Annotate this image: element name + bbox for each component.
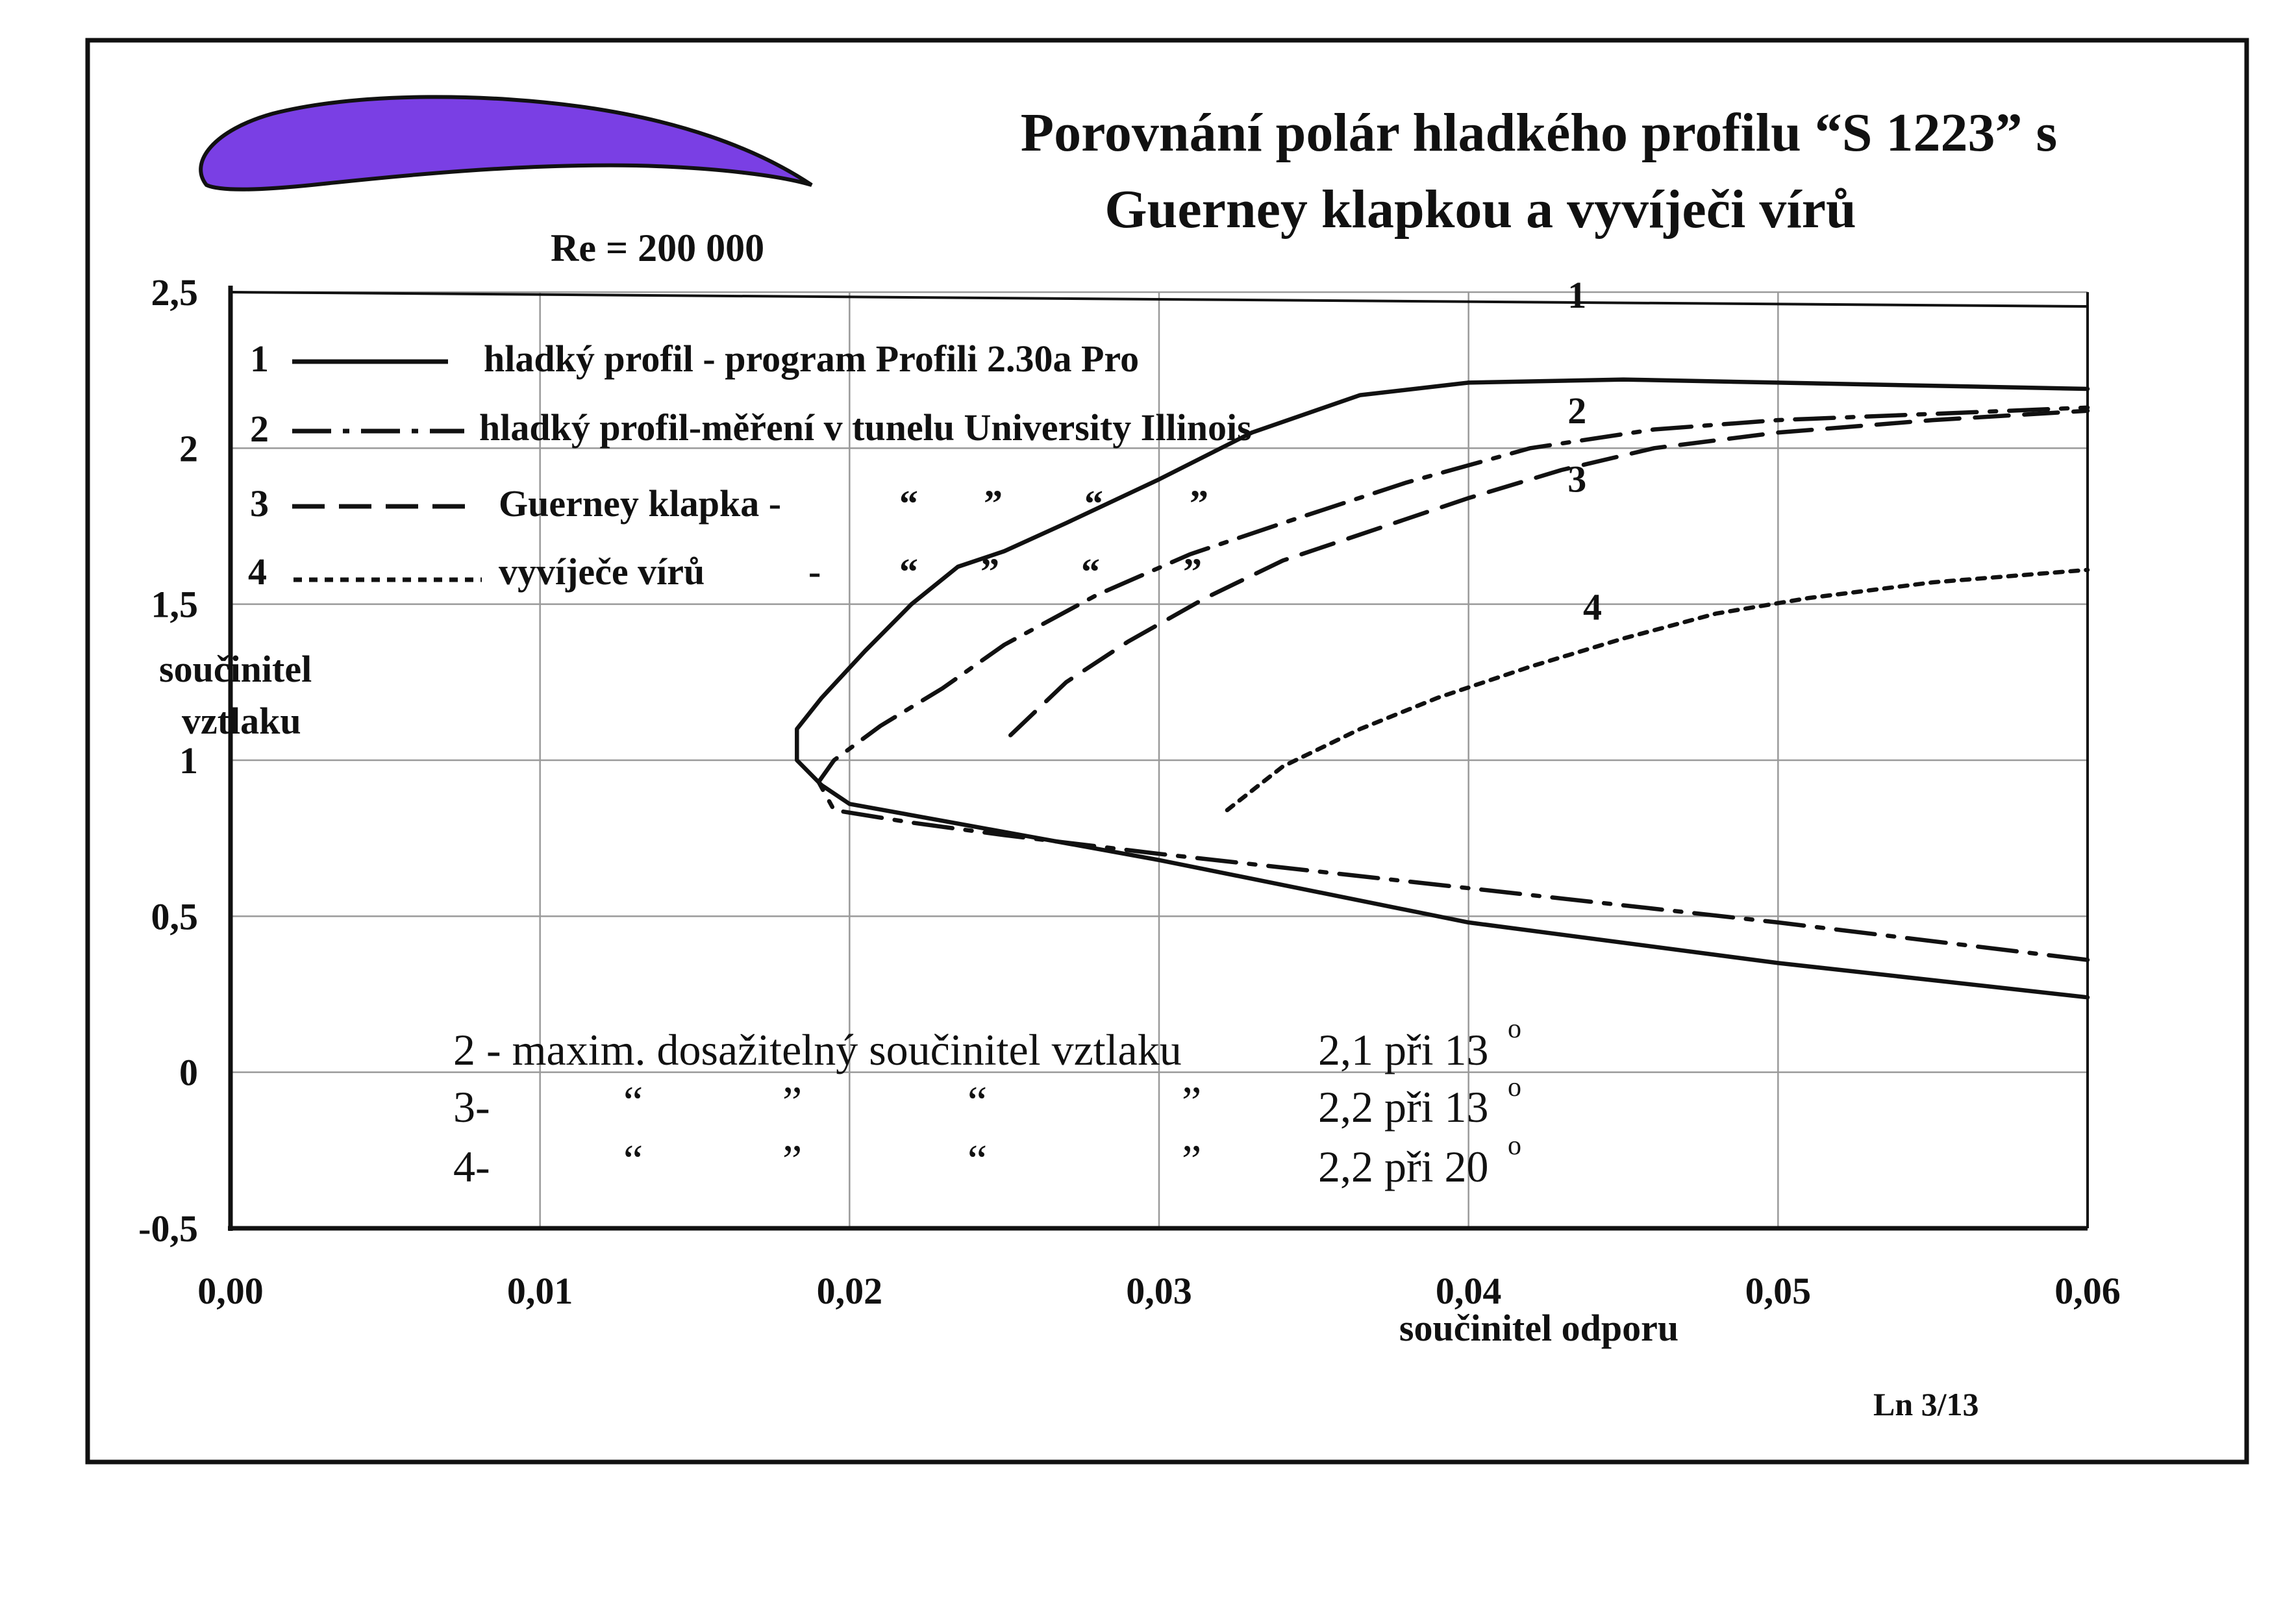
note-row-2: 2 - maxim. dosažitelný součinitel vztlak… <box>453 1014 1521 1074</box>
legend: 1 hladký profil - program Profili 2.30a … <box>248 338 1252 593</box>
legend-number: 4 <box>248 551 267 593</box>
chart-title-line-2: Guerney klapkou a vyvíječi vírů <box>1104 179 1856 240</box>
reynolds-number: Re = 200 000 <box>551 227 764 269</box>
series-2-number-label: 2 <box>1567 390 1586 432</box>
note-degree: o <box>1508 1072 1521 1102</box>
legend-number: 2 <box>250 408 269 450</box>
x-tick-label: 0,02 <box>817 1270 883 1312</box>
note-row-4: 4- “ ” “ ” 2,2 při 20 o <box>453 1131 1521 1191</box>
legend-entry-1: 1 hladký profil - program Profili 2.30a … <box>250 338 1139 380</box>
series-4-number-label: 4 <box>1583 586 1602 628</box>
legend-ditto: “ <box>1081 551 1100 593</box>
page-frame <box>85 38 2249 1465</box>
legend-entry-4: 4 vyvíječe vírů - “ ” “ ” <box>248 551 1202 593</box>
note-value: 2,2 při 13 <box>1318 1082 1489 1132</box>
note-ditto: “ <box>623 1135 643 1185</box>
x-tick-label: 0,05 <box>1745 1270 1812 1312</box>
y-tick-label: -0,5 <box>138 1208 198 1250</box>
legend-ditto: “ <box>899 482 918 525</box>
axes <box>228 286 2089 1231</box>
legend-entry-2: 2 hladký profil-měření v tunelu Universi… <box>250 406 1252 450</box>
series-4-line <box>1225 567 2090 813</box>
note-value: 2,2 při 20 <box>1318 1142 1489 1191</box>
x-tick-label: 0,04 <box>1436 1270 1502 1312</box>
legend-ditto: ” <box>1183 551 1202 593</box>
y-tick-label: 0,5 <box>151 895 199 937</box>
note-degree: o <box>1508 1014 1521 1044</box>
annotation-notes: 2 - maxim. dosažitelný součinitel vztlak… <box>453 1014 1521 1191</box>
series-3-line <box>1008 408 2090 737</box>
series-number-labels: 1 2 3 4 <box>1567 274 1602 628</box>
note-prefix: 4- <box>453 1142 490 1191</box>
note-prefix: 3- <box>453 1082 490 1132</box>
y-tick-label: 1 <box>179 739 198 782</box>
legend-number: 3 <box>250 482 269 525</box>
legend-label: Guerney klapka - <box>499 482 781 525</box>
note-ditto: ” <box>782 1077 802 1126</box>
note-ditto: “ <box>967 1077 987 1126</box>
series-1-number-label: 1 <box>1567 274 1586 316</box>
x-tick-label: 0,03 <box>1126 1270 1192 1312</box>
note-ditto: “ <box>967 1135 987 1185</box>
legend-ditto: “ <box>899 551 918 593</box>
legend-ditto: ” <box>984 482 1003 525</box>
legend-ditto: “ <box>1084 482 1103 525</box>
y-tick-label: 1,5 <box>151 584 199 626</box>
legend-dash: - <box>808 551 821 593</box>
chart-title-line-1: Porovnání polár hladkého profilu “S 1223… <box>1021 103 2057 163</box>
x-tick-label: 0,00 <box>197 1270 264 1312</box>
x-tick-label: 0,01 <box>507 1270 573 1312</box>
series-2-line <box>816 405 2090 962</box>
note-prefix: 2 - maxim. dosažitelný součinitel vztlak… <box>453 1025 1182 1074</box>
legend-ditto: ” <box>1190 482 1208 525</box>
note-ditto: ” <box>1182 1135 1201 1185</box>
series-lines <box>795 377 2090 1000</box>
x-axis-label: součinitel odporu <box>1399 1307 1678 1349</box>
y-tick-label: 2 <box>179 427 198 469</box>
note-degree: o <box>1508 1131 1521 1161</box>
x-tick-label: 0,06 <box>2054 1270 2121 1312</box>
note-ditto: “ <box>623 1077 643 1126</box>
legend-entry-3: 3 Guerney klapka - “ ” “ ” <box>250 482 1208 525</box>
page-reference: Ln 3/13 <box>1873 1386 1979 1422</box>
y-axis-label-line-2: vztlaku <box>182 700 301 742</box>
legend-ditto: ” <box>980 551 999 593</box>
legend-label: vyvíječe vírů <box>499 551 705 593</box>
legend-number: 1 <box>250 338 269 380</box>
note-ditto: ” <box>1182 1077 1201 1126</box>
legend-label: hladký profil - program Profili 2.30a Pr… <box>484 338 1139 380</box>
note-row-3: 3- “ ” “ ” 2,2 při 13 o <box>453 1072 1521 1132</box>
note-ditto: ” <box>782 1135 802 1185</box>
legend-label: hladký profil-měření v tunelu University… <box>479 406 1252 449</box>
note-value: 2,1 při 13 <box>1318 1025 1489 1074</box>
y-axis-label-line-1: součinitel <box>159 648 312 690</box>
y-tick-label: 0 <box>179 1052 198 1094</box>
y-tick-label: 2,5 <box>151 271 199 314</box>
series-3-number-label: 3 <box>1567 458 1586 501</box>
tick-labels: 0,00 0,01 0,02 0,03 0,04 0,05 0,06 -0,5 0 0,5 1 1,5… <box>138 271 2121 1312</box>
plot-top-edge <box>230 291 2088 308</box>
airfoil-profile-icon <box>199 95 813 192</box>
